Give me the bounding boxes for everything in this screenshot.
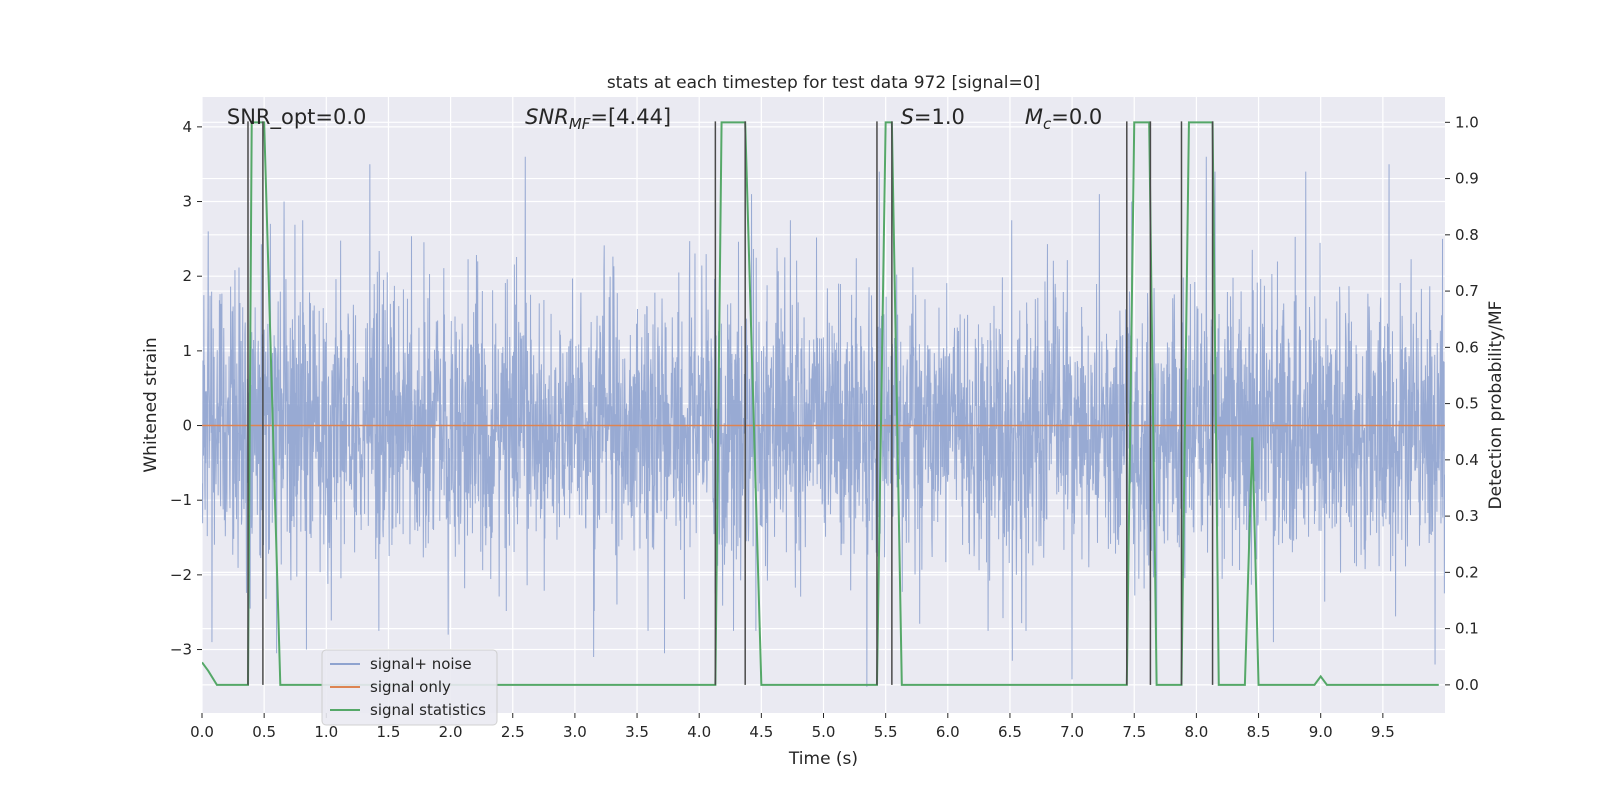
x-tick-label: 1.5	[377, 723, 401, 741]
x-tick-label: 2.5	[501, 723, 525, 741]
y-tick-label: 3	[182, 193, 192, 211]
x-tick-label: 1.0	[314, 723, 338, 741]
annotation-0: SNR_opt=0.0	[227, 105, 367, 130]
legend-label: signal statistics	[370, 701, 486, 719]
x-tick-label: 8.0	[1184, 723, 1208, 741]
x-tick-label: 0.5	[252, 723, 276, 741]
annotations: SNR_opt=0.0 SNRMF=[4.44] S=1.0 Mc=0.0	[227, 105, 1102, 133]
y-right-tick-label: 1.0	[1455, 113, 1479, 131]
x-tick-label: 3.0	[563, 723, 587, 741]
x-tick-label: 5.0	[812, 723, 836, 741]
x-tick-label: 9.5	[1371, 723, 1395, 741]
y-axis-right-label: Detection probability/MF	[1486, 301, 1506, 510]
y-tick-label: 4	[182, 118, 192, 136]
annotation-3: Mc=0.0	[1025, 105, 1102, 133]
y-right-tick-label: 0.1	[1455, 620, 1479, 638]
annotation-1: SNRMF=[4.44]	[525, 105, 671, 133]
vertical-markers	[247, 121, 1214, 685]
legend: signal+ noise signal only signal statistic…	[321, 649, 498, 726]
y-right-tick-label: 0.2	[1455, 563, 1479, 581]
x-tick-label: 6.5	[998, 723, 1022, 741]
y-tick-label: 1	[182, 342, 192, 360]
chart-title: stats at each timestep for test data 972…	[607, 73, 1040, 93]
y-tick-label: −2	[170, 566, 192, 584]
y-tick-label: 2	[182, 267, 192, 285]
x-tick-label: 9.0	[1309, 723, 1333, 741]
x-tick-label: 0.0	[190, 723, 214, 741]
legend-label: signal only	[370, 678, 451, 696]
axes: 0.0 0.5 1.0 1.5 2.0 2.5 3.0 3.5 4.0 4.5 5.0 5.5 6.0 6…	[170, 113, 1479, 741]
x-axis-label: Time (s)	[788, 749, 858, 769]
annotation-2: S=1.0	[901, 105, 965, 129]
legend-box	[321, 649, 498, 726]
y-right-tick-label: 0.5	[1455, 395, 1479, 413]
x-tick-label: 8.5	[1247, 723, 1271, 741]
x-tick-label: 7.5	[1122, 723, 1146, 741]
series-signal-statistics	[202, 121, 1439, 686]
x-tick-label: 3.5	[625, 723, 649, 741]
y-right-tick-label: 0.8	[1455, 226, 1479, 244]
x-tick-label: 2.0	[439, 723, 463, 741]
x-tick-label: 7.0	[1060, 723, 1084, 741]
y-right-tick-label: 0.6	[1455, 338, 1479, 356]
x-tick-label: 4.5	[749, 723, 773, 741]
y-right-tick-label: 0.4	[1455, 451, 1479, 469]
y-right-tick-label: 0.0	[1455, 676, 1479, 694]
series-signal-noise	[202, 156, 1445, 687]
x-tick-label: 6.0	[936, 723, 960, 741]
y-right-tick-label: 0.3	[1455, 507, 1479, 525]
y-tick-label: 0	[182, 417, 192, 435]
series-layer	[202, 121, 1445, 687]
y-tick-label: −3	[170, 641, 192, 659]
legend-label: signal+ noise	[370, 655, 472, 673]
y-axis-label: Whitened strain	[141, 337, 161, 472]
x-tick-label: 5.5	[874, 723, 898, 741]
x-tick-label: 4.0	[687, 723, 711, 741]
y-right-tick-label: 0.7	[1455, 282, 1479, 300]
y-tick-label: −1	[170, 491, 192, 509]
y-right-tick-label: 0.9	[1455, 170, 1479, 188]
